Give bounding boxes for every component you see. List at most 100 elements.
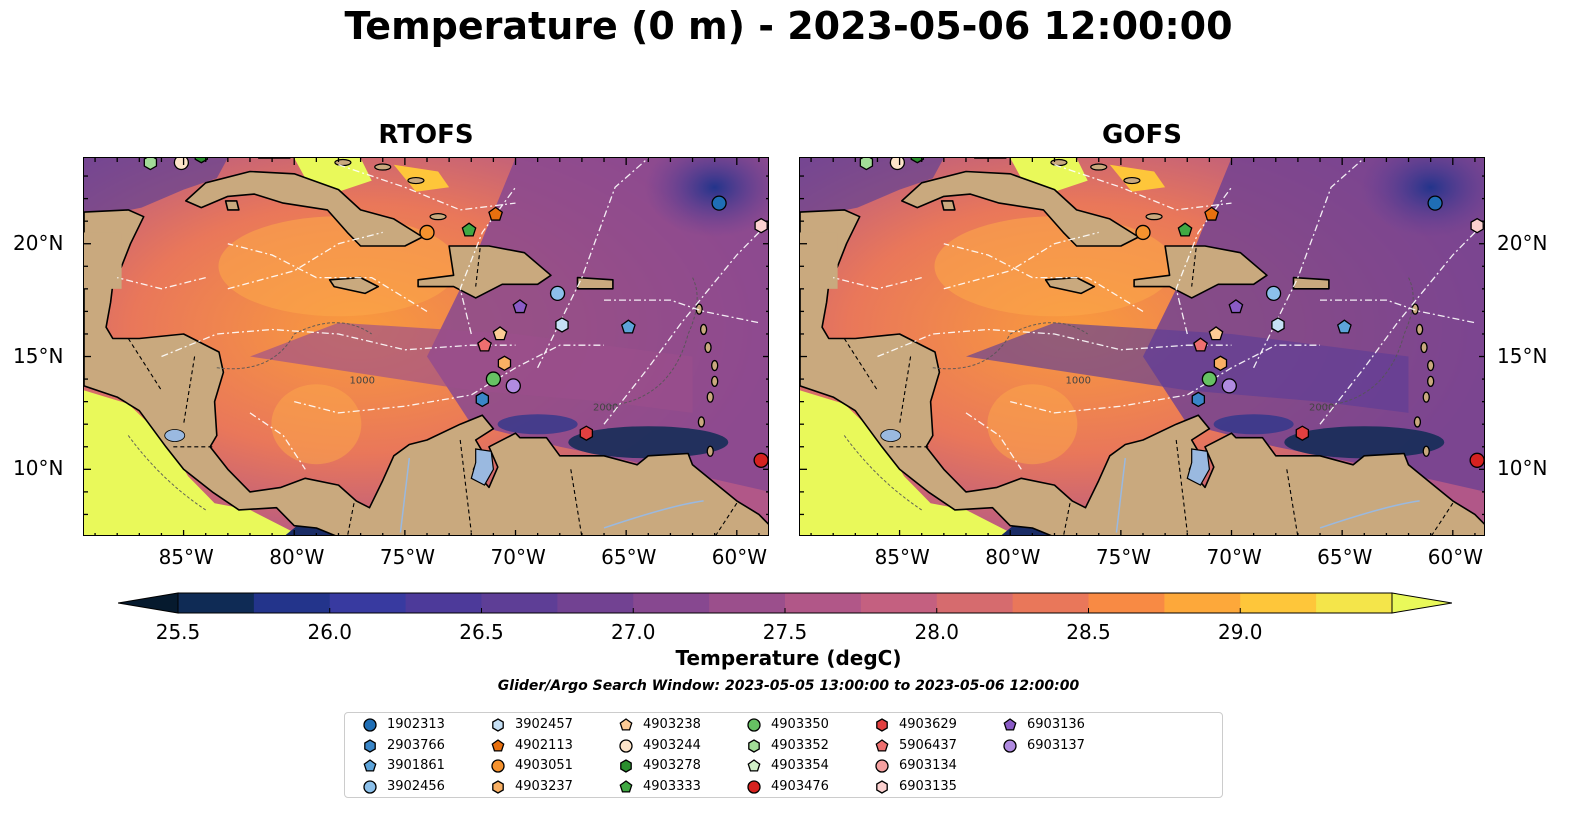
bathy-contour	[127, 435, 206, 511]
colorbar-tick-label: 28.5	[1066, 620, 1111, 644]
colorbar-label: Temperature (degC)	[675, 646, 902, 670]
bathy-contour	[603, 277, 698, 407]
legend-marker-hexagon	[364, 738, 376, 753]
colorbar-tick-label: 26.0	[307, 620, 353, 644]
legend-marker-circle	[363, 718, 377, 732]
float-4903629	[579, 425, 594, 441]
lat-tick-label: 20°N	[1497, 230, 1548, 255]
atlantic-cool-patch	[1360, 158, 1484, 238]
lon-tick-label: 75°W	[1095, 545, 1152, 569]
float-4903237	[1213, 355, 1228, 372]
eez-boundary	[833, 276, 922, 290]
legend-label: 6903135	[899, 778, 957, 794]
country-border	[347, 503, 355, 535]
eez-boundary	[294, 344, 604, 414]
colorbar-tick-label: 29.0	[1217, 620, 1263, 644]
float-4903350	[1201, 371, 1218, 387]
colorbar-tick-label: 25.5	[155, 620, 201, 644]
bahamas-bank	[294, 158, 372, 192]
colorbar-tick-label: 28.0	[914, 620, 960, 644]
lon-tick-label: 85°W	[158, 545, 214, 569]
float-4903333	[461, 222, 477, 237]
legend-label: 4903278	[643, 758, 701, 773]
eez-boundary	[537, 158, 649, 369]
colorbar	[118, 592, 1452, 614]
country-border	[459, 439, 472, 533]
float-4903333	[1177, 222, 1193, 237]
legend-label: 4903476	[771, 778, 829, 794]
cuba	[185, 170, 424, 247]
float-4903278	[910, 158, 924, 164]
eez-boundary	[227, 231, 383, 290]
antilles-island	[1427, 359, 1435, 372]
colorbar-tick-label: 27.5	[762, 620, 808, 644]
eez-boundary	[161, 328, 516, 358]
map-gofs: 1000 2000	[799, 157, 1485, 536]
antilles-island	[1422, 445, 1430, 457]
float-4902113	[1204, 206, 1220, 221]
lat-tick-label: 15°N	[1497, 343, 1548, 368]
float-6903137	[505, 378, 521, 394]
legend-marker-circle	[363, 779, 377, 794]
eez-boundary	[943, 243, 1144, 312]
legend-label: 1902313	[387, 717, 445, 732]
lon-tick-label: 60°W	[1427, 545, 1484, 569]
float-4903244	[889, 158, 906, 171]
legend-marker-pentagon	[491, 738, 505, 752]
antilles-island	[711, 375, 719, 387]
legend-marker-pentagon	[619, 779, 633, 793]
map-rtofs: 1000 2000	[83, 157, 769, 536]
float-3901861	[1336, 319, 1352, 334]
legend-label: 5906437	[899, 737, 957, 753]
eez-boundary	[338, 164, 516, 211]
bahamas-bank	[1010, 158, 1088, 192]
legend-marker-hexagon	[748, 738, 760, 753]
float-6903137	[1221, 378, 1237, 394]
bathy-contour	[216, 322, 372, 370]
legend-marker-pentagon	[363, 759, 377, 772]
float-4903051	[419, 224, 435, 241]
country-border	[183, 356, 196, 425]
contour-label: 1000	[350, 376, 375, 387]
legend-marker-hexagon	[620, 759, 632, 773]
puerto-rico	[576, 276, 614, 290]
legend-marker-circle	[875, 759, 889, 773]
bathy-contour	[932, 322, 1088, 370]
isla-juventud	[224, 200, 240, 211]
antilles-island	[1420, 341, 1428, 354]
float-3902457	[1271, 317, 1285, 333]
colorbar-extend-low	[118, 592, 179, 614]
panel-title-gofs: GOFS	[1102, 120, 1182, 150]
pacific-ocean	[800, 390, 1017, 535]
legend-marker-pentagon	[747, 759, 761, 772]
lon-tick-label: 65°W	[601, 545, 657, 569]
float-4903278	[194, 158, 208, 164]
antilles-island	[1422, 391, 1430, 403]
lon-tick-label: 85°W	[874, 545, 930, 569]
legend-label: 3901861	[387, 758, 445, 773]
legend-marker-pentagon	[1003, 718, 1017, 731]
legend-marker-circle	[747, 718, 761, 732]
legend-label: 4903629	[899, 717, 957, 732]
float-6903135	[1470, 217, 1484, 234]
eez-boundary	[1320, 299, 1476, 324]
colorbar-tick-label: 27.0	[610, 620, 656, 644]
float-6903136	[512, 299, 528, 314]
eez-boundary	[1253, 158, 1365, 369]
eez-boundary	[117, 276, 206, 290]
colorbar-segment	[1088, 593, 1165, 613]
float-1902313	[1427, 195, 1443, 211]
lon-tick-label: 70°W	[490, 545, 546, 569]
legend-marker-hexagon	[876, 779, 888, 794]
colorbar-segment	[178, 593, 255, 613]
float-4903476	[1469, 452, 1484, 468]
colorbar-segment	[633, 593, 710, 613]
contour-label: 2000	[1309, 403, 1334, 414]
float-5906437	[1193, 337, 1208, 352]
hispaniola	[1133, 245, 1268, 299]
contour-label: 2000	[593, 403, 618, 414]
legend-label: 4903237	[515, 778, 573, 794]
colorbar-segment	[405, 593, 482, 613]
float-4903352	[143, 158, 158, 171]
colorbar-segment	[253, 593, 331, 613]
